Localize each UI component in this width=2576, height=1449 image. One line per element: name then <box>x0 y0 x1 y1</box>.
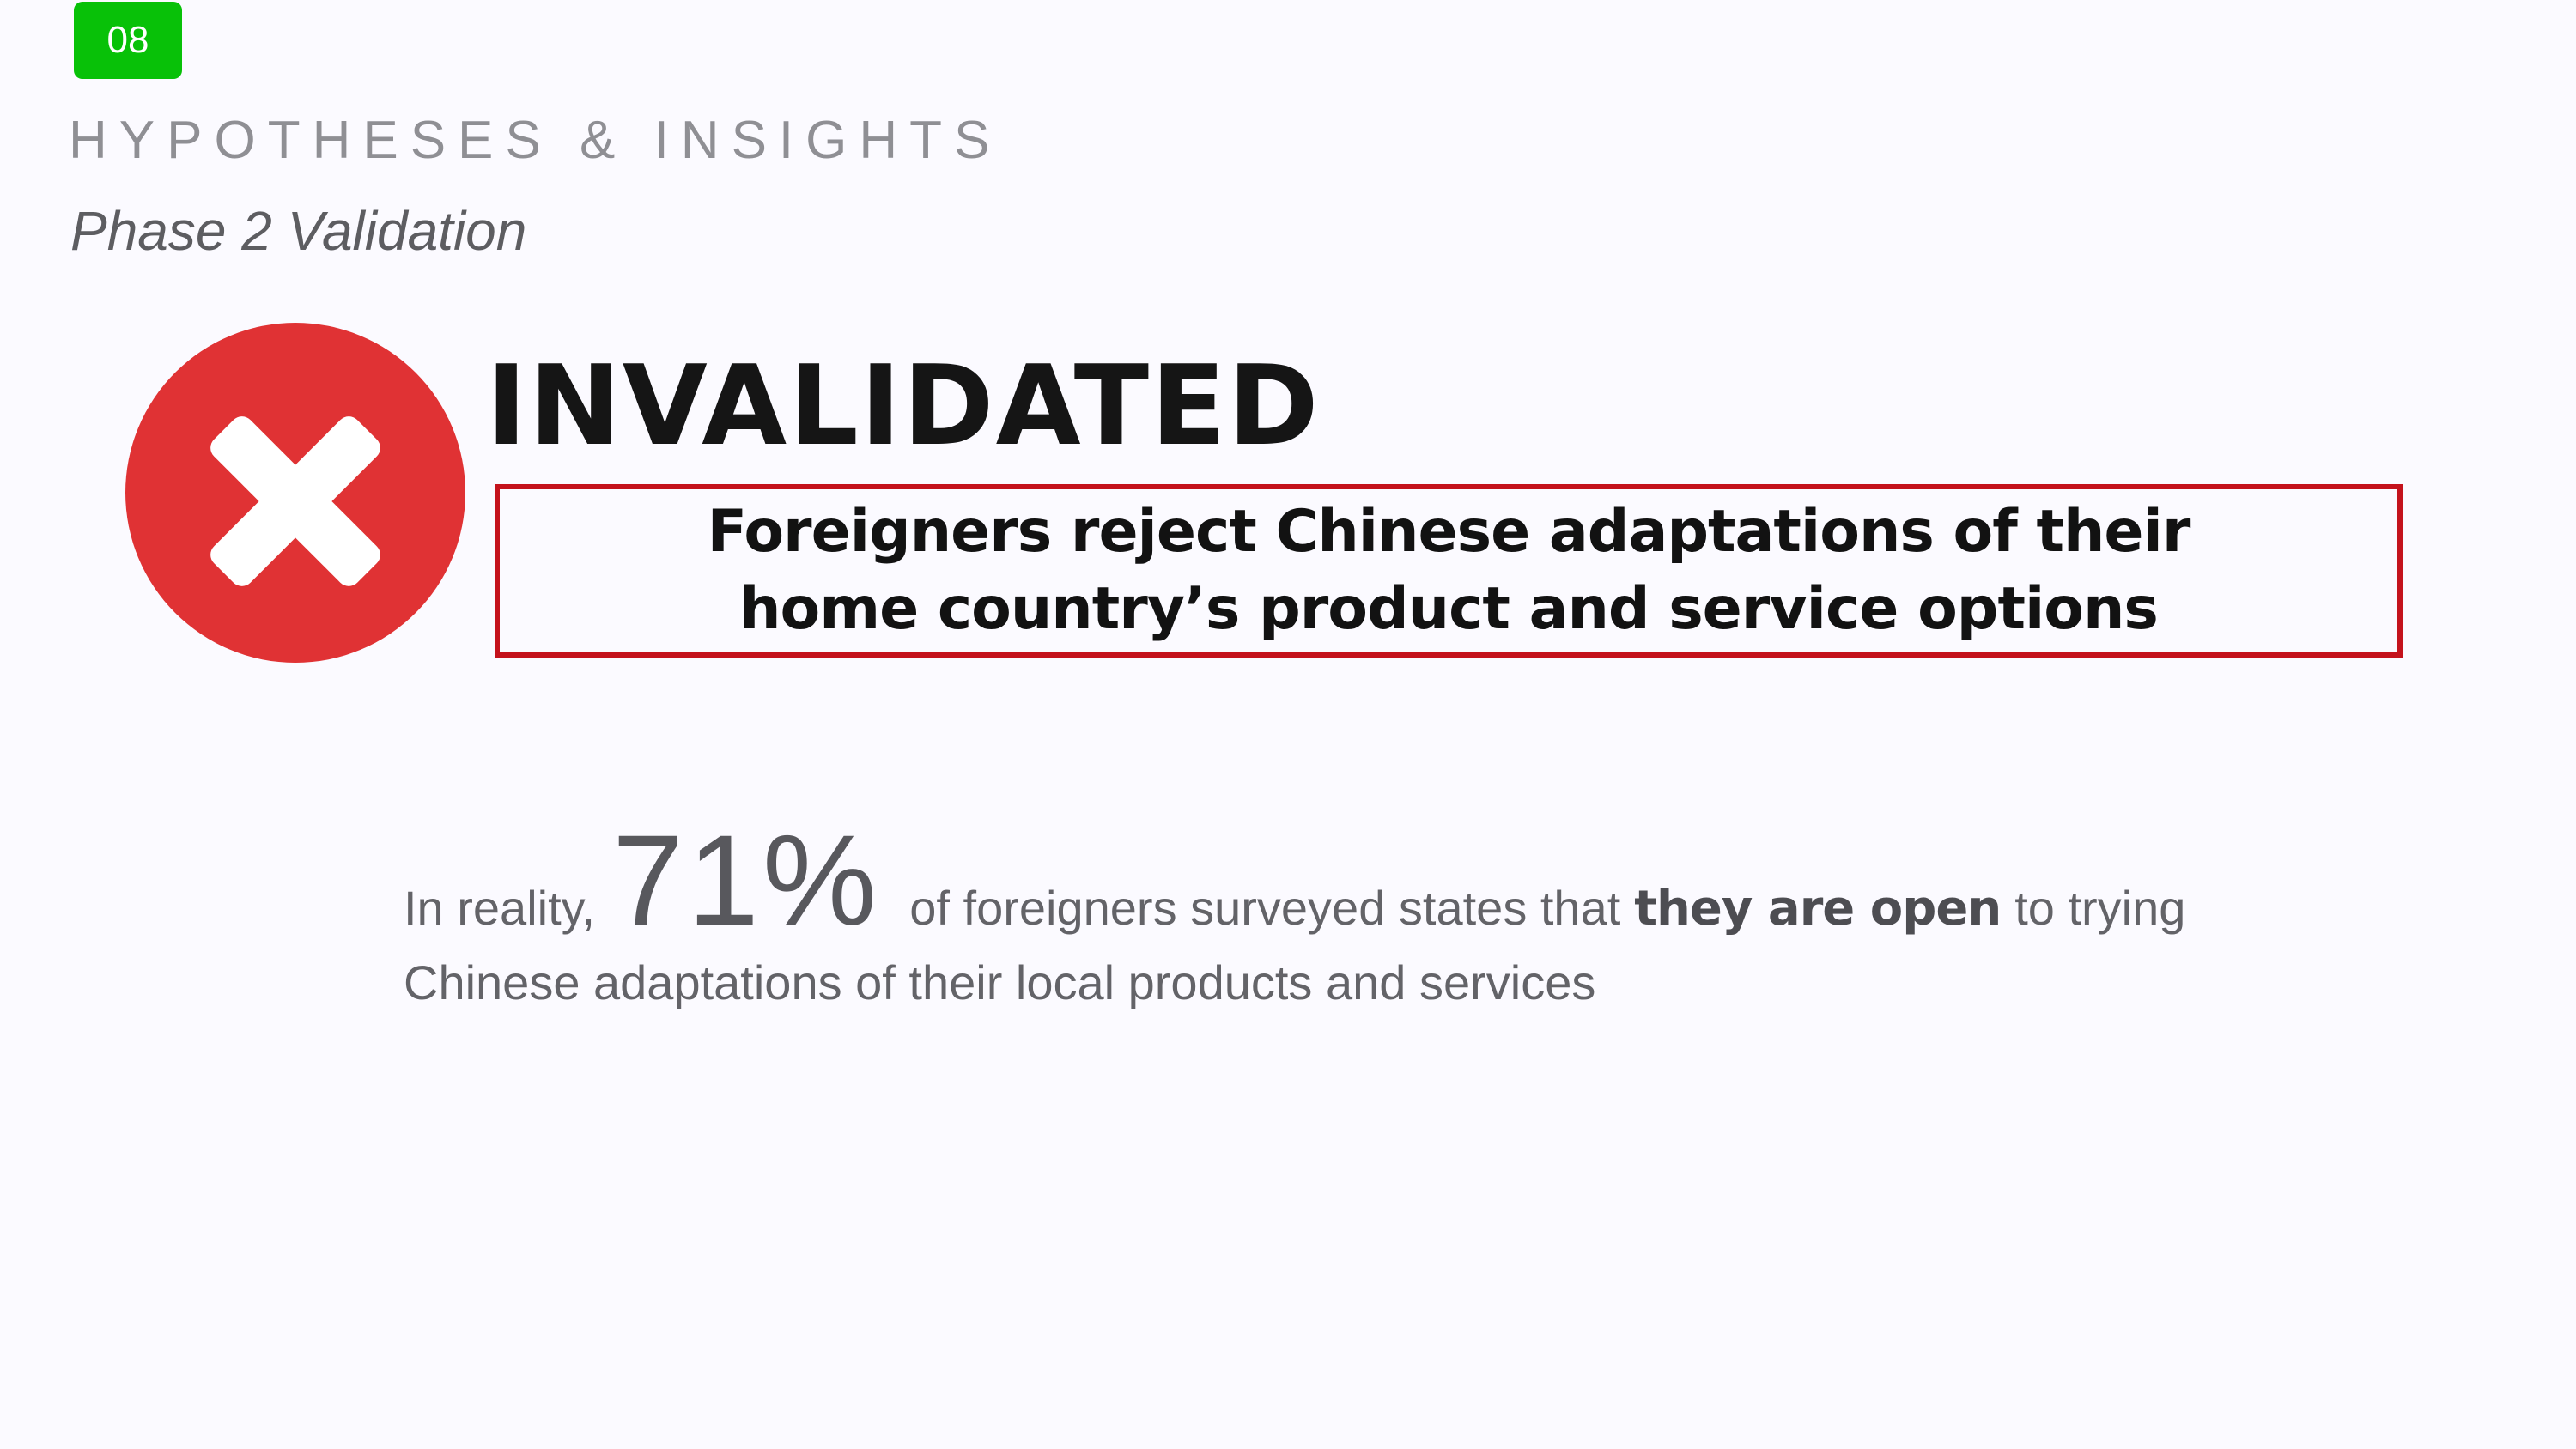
insight-stat: 71% <box>612 808 881 952</box>
insight-prefix: In reality, <box>404 881 596 935</box>
slide-subtitle: Phase 2 Validation <box>70 200 527 262</box>
insight-line-2: Chinese adaptations of their local produ… <box>404 955 1596 1009</box>
insight-line-1: In reality, 71% of foreigners surveyed s… <box>404 815 2293 949</box>
hypothesis-text: Foreigners reject Chinese adaptations of… <box>707 498 2191 643</box>
x-mark <box>210 416 380 586</box>
hypothesis-box: Foreigners reject Chinese adaptations of… <box>495 484 2403 658</box>
insight-emphasis: they are open <box>1634 881 2002 937</box>
status-label: INVALIDATED <box>486 343 1321 470</box>
insight-paragraph: In reality, 71% of foreigners surveyed s… <box>404 815 2293 1022</box>
page-number-badge: 08 <box>74 2 182 79</box>
section-title: HYPOTHESES & INSIGHTS <box>69 111 1002 170</box>
insight-suffix: to trying <box>2014 881 2186 935</box>
x-circle-icon <box>125 323 465 663</box>
insight-middle: of foreigners surveyed states that <box>909 881 1621 935</box>
